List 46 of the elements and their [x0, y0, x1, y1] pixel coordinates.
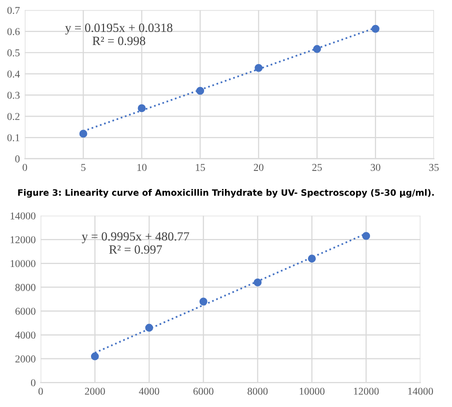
annotation: y = 0.9995x + 480.77 R² = 0.997 [82, 232, 190, 254]
y-tick-label: 10000 [10, 260, 36, 268]
point [372, 24, 380, 33]
x-tick-label: 35 [429, 164, 439, 171]
x-tick-label: 10 [137, 164, 147, 171]
point [199, 298, 208, 306]
y-tick-label: 0.2 [7, 112, 20, 120]
y-tick-label: 0.6 [7, 28, 20, 36]
x-tick-label: 0 [38, 388, 43, 395]
point [254, 278, 262, 286]
y-tick-label: 0.4 [7, 70, 20, 78]
y-tick-label: 6000 [15, 308, 36, 315]
y-tick-label: 0.1 [7, 134, 20, 142]
x-tick-label: 8000 [248, 388, 268, 395]
x-tick-label: 10000 [300, 388, 325, 395]
x-tick-label: 4000 [138, 388, 160, 395]
y-tick-label: 2000 [15, 355, 36, 362]
y-tick-label: 0 [31, 379, 36, 386]
y-tick-label: 0.7 [7, 6, 20, 14]
point [308, 254, 316, 263]
x-tick-label: 25 [312, 164, 322, 171]
point [313, 45, 321, 53]
x-tick-label: 2000 [84, 388, 105, 395]
point [254, 64, 263, 72]
point [196, 86, 204, 95]
point [145, 324, 154, 332]
x-tick-label: 20 [254, 164, 264, 171]
y-tick-label: 4000 [15, 332, 36, 339]
x-tick-label: 14000 [408, 388, 433, 395]
annotation: y = 0.0195x + 0.0318 R² = 0.998 [65, 24, 172, 46]
x-tick-label: 15 [196, 164, 205, 171]
y-tick-label: 8000 [15, 284, 36, 291]
point [90, 352, 99, 360]
x-tick-label: 6000 [193, 388, 214, 395]
y-tick-label: 12000 [10, 236, 36, 244]
y-tick-label: 0.5 [7, 49, 20, 56]
y-tick-label: 0.3 [7, 92, 20, 99]
x-tick-label: 12000 [354, 388, 379, 395]
point [362, 232, 370, 240]
x-tick-label: 30 [370, 164, 380, 171]
point [79, 130, 88, 138]
x-tick-label: 5 [81, 164, 86, 171]
y-tick-label: 0 [15, 155, 20, 162]
y-tick-label: 14000 [10, 212, 36, 220]
caption: Figure 3: Linearity curve of Amoxicillin Trihydrate by UV- Spectroscopy (5-30 µg/ml). [18, 189, 434, 198]
point [138, 104, 146, 112]
